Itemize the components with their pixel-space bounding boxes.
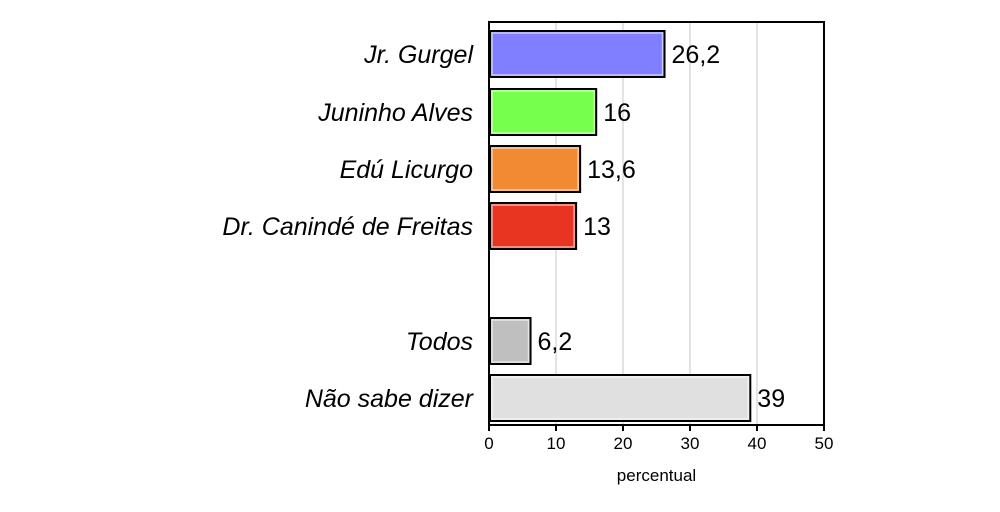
category-label: Dr. Canindé de Freitas (222, 213, 473, 241)
category-label: Edú Licurgo (340, 156, 474, 184)
value-label: 16 (603, 99, 631, 127)
bar-highlight (491, 147, 579, 191)
bar-highlight (491, 90, 595, 134)
value-label: 26,2 (672, 41, 721, 69)
bar-highlight (491, 32, 664, 76)
bar (489, 202, 578, 250)
bar (489, 88, 598, 136)
category-label: Todos (406, 328, 473, 356)
value-label: 39 (757, 385, 785, 413)
tick-label: 50 (815, 434, 834, 453)
x-axis-title: percentual (617, 466, 696, 485)
category-label: Jr. Gurgel (363, 41, 474, 69)
category-label: Juninho Alves (317, 99, 473, 127)
category-label: Não sabe dizer (305, 385, 475, 413)
tick-label: 30 (681, 434, 700, 453)
bar (489, 30, 666, 78)
bar-highlight (491, 376, 750, 420)
bars: Jr. Gurgel 26,2 Juninho Alves 16 Edú Licurgo… (222, 30, 785, 422)
x-axis-ticks: 0 10 20 30 40 50 (484, 425, 833, 453)
bar-highlight (491, 319, 530, 363)
value-label: 6,2 (538, 328, 573, 356)
bar (489, 145, 582, 193)
bar-highlight (491, 204, 575, 248)
value-label: 13 (583, 213, 611, 241)
tick-label: 20 (614, 434, 633, 453)
plot-frame (488, 21, 825, 426)
bar (489, 374, 752, 422)
tick-label: 10 (547, 434, 566, 453)
tick-label: 40 (748, 434, 767, 453)
bar (489, 317, 532, 365)
value-label: 13,6 (587, 156, 636, 184)
tick-label: 0 (484, 434, 493, 453)
